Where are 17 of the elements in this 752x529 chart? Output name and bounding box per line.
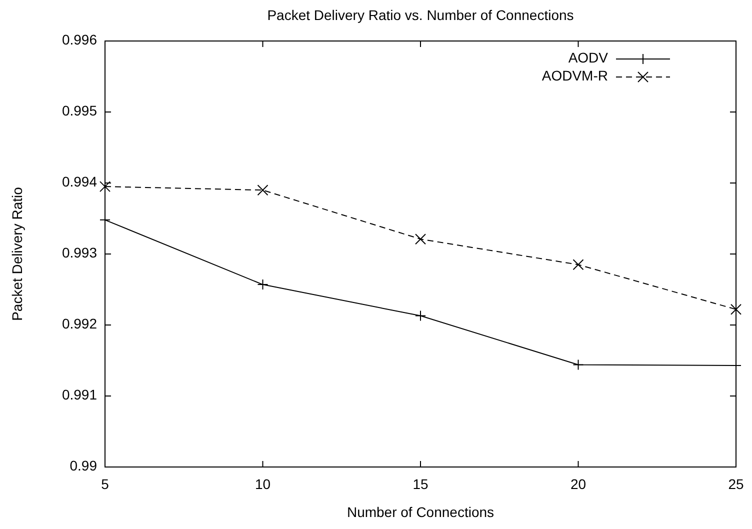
chart-title: Packet Delivery Ratio vs. Number of Connections (267, 7, 574, 23)
y-axis-title: Packet Delivery Ratio (9, 186, 25, 321)
y-tick-label: 0.991 (62, 386, 98, 403)
x-tick-label: 20 (570, 476, 586, 492)
x-tick-label: 10 (254, 476, 271, 492)
x-tick-label: 5 (101, 476, 110, 492)
x-axis-title: Number of Connections (346, 504, 494, 520)
y-tick-label: 0.99 (70, 458, 98, 474)
legend-label: AODVM-R (542, 68, 608, 84)
x-tick-label: 25 (728, 476, 744, 492)
legend-label: AODV (568, 50, 609, 66)
y-tick-label: 0.995 (62, 102, 98, 119)
y-tick-label: 0.992 (62, 316, 98, 332)
x-tick-label: 15 (412, 476, 428, 492)
y-tick-label: 0.996 (62, 32, 98, 48)
y-tick-label: 0.994 (62, 174, 98, 190)
y-tick-label: 0.993 (62, 244, 98, 261)
